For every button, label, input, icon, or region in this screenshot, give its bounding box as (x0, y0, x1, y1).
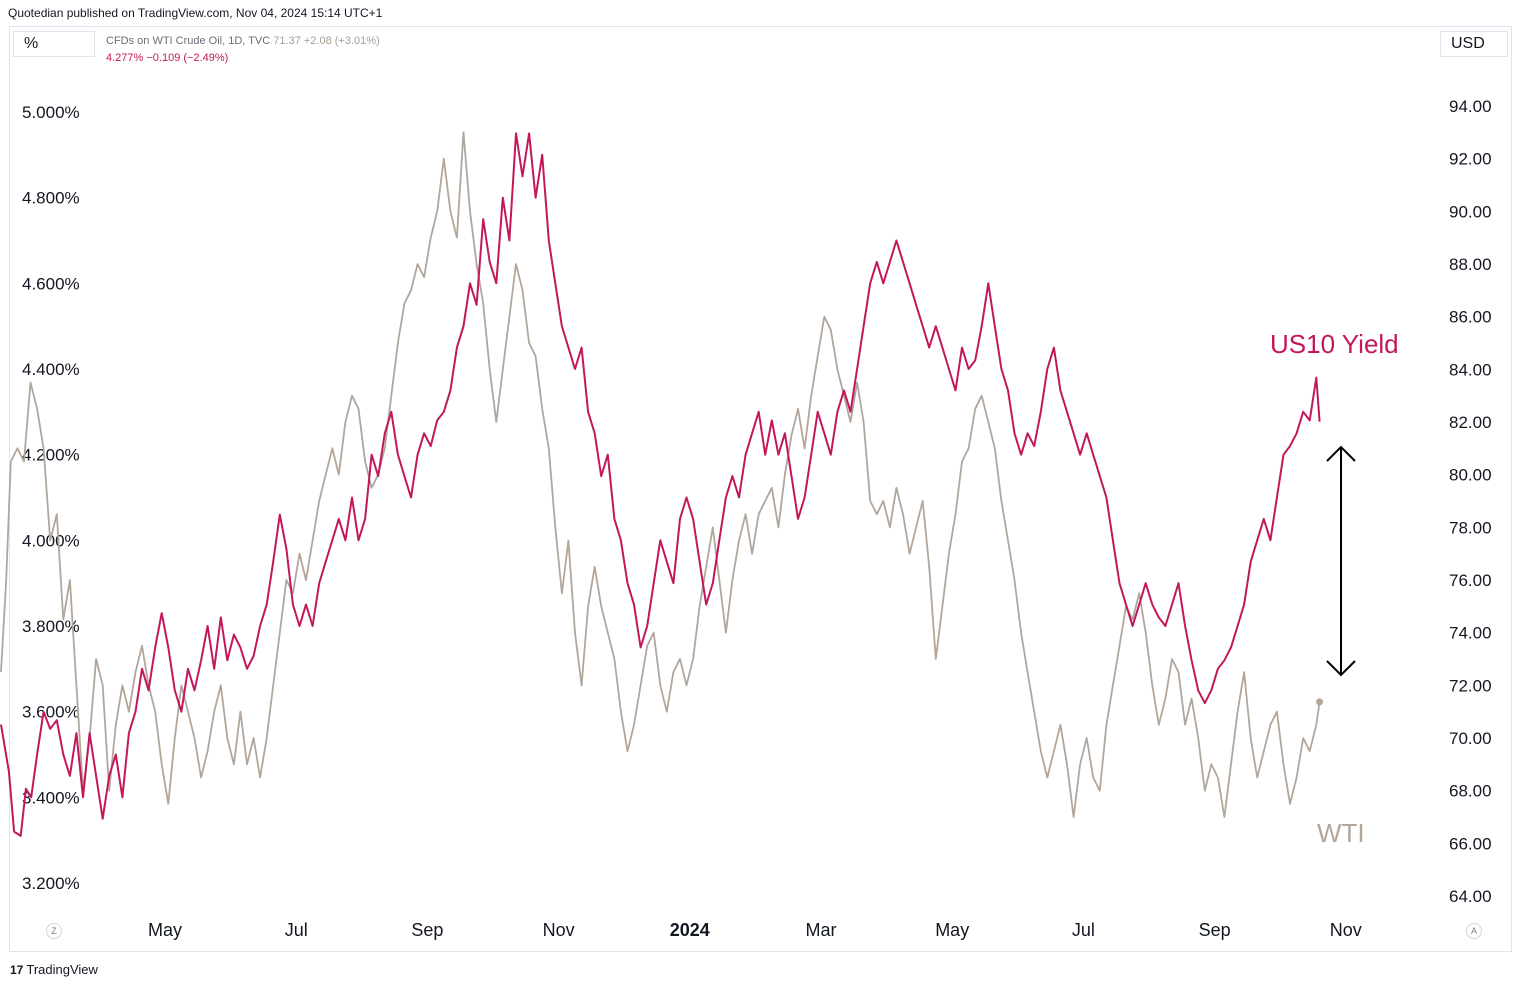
x-axis: May Jul Sep Nov 2024 Mar May Jul Sep Nov (148, 920, 1362, 940)
y-right-tick: 74.00 (1449, 624, 1492, 643)
y-left-axis: 5.000%4.800%4.600%4.400%4.200%4.000%3.80… (22, 103, 80, 893)
y-left-tick: 5.000% (22, 103, 80, 122)
zoom-button[interactable]: Z (46, 923, 62, 939)
x-tick: Mar (806, 920, 837, 940)
arrow-head-top (1326, 445, 1356, 462)
x-tick: Jul (285, 920, 308, 940)
arrow-head-bottom (1326, 660, 1356, 677)
y-right-tick: 86.00 (1449, 308, 1492, 327)
y-right-tick: 80.00 (1449, 466, 1492, 485)
y-right-tick: 90.00 (1449, 202, 1492, 221)
y-right-tick: 66.00 (1449, 834, 1492, 853)
x-tick: Nov (543, 920, 575, 940)
y-right-tick: 78.00 (1449, 518, 1492, 537)
y-left-tick: 3.400% (22, 788, 80, 807)
y-right-tick: 84.00 (1449, 360, 1492, 379)
series-layer (0, 131, 1321, 837)
percent-scale-button[interactable]: % (13, 31, 95, 57)
chart-frame (9, 26, 1512, 952)
y-right-tick: 94.00 (1449, 97, 1492, 116)
y-right-tick: 64.00 (1449, 887, 1492, 906)
x-tick: Jul (1072, 920, 1095, 940)
y-left-tick: 4.400% (22, 360, 80, 379)
x-tick: May (148, 920, 182, 940)
tradingview-logo-text: TradingView (26, 962, 98, 977)
wti-legend: CFDs on WTI Crude Oil, 1D, TVC 71.37 +2.… (106, 35, 380, 47)
wti-last-point (1316, 698, 1324, 706)
y-right-tick: 82.00 (1449, 413, 1492, 432)
y-right-tick: 70.00 (1449, 729, 1492, 748)
range-arrow (1326, 445, 1356, 677)
x-tick: 2024 (670, 920, 710, 940)
x-tick: Nov (1330, 920, 1362, 940)
us10-yield-label: US10 Yield (1270, 329, 1399, 359)
currency-scale-button[interactable]: USD (1440, 31, 1508, 57)
y-right-tick: 76.00 (1449, 571, 1492, 590)
wti-legend-values: 71.37 +2.08 (+3.01%) (273, 35, 380, 47)
tradingview-logo[interactable]: 17 TradingView (10, 962, 98, 977)
x-tick: Sep (1199, 920, 1231, 940)
y-right-axis: 94.00 92.00 90.00 88.00 86.00 84.00 82.00 80.00… (1449, 97, 1492, 906)
y-left-tick: 4.800% (22, 189, 80, 208)
wti-label: WTI (1317, 818, 1365, 848)
y-left-tick: 3.600% (22, 703, 80, 722)
y-left-tick: 3.200% (22, 874, 80, 893)
us10-yield-line (0, 132, 1321, 837)
y-left-tick: 4.200% (22, 446, 80, 465)
yield-legend-values: 4.277% −0.109 (−2.49%) (106, 52, 229, 64)
wti-line (0, 131, 1321, 818)
tradingview-mark-icon: 17 (10, 963, 24, 977)
y-left-tick: 4.600% (22, 274, 80, 293)
y-left-tick: 3.800% (22, 617, 80, 636)
publisher-header: Quotedian published on TradingView.com, … (8, 6, 383, 20)
wti-legend-title: CFDs on WTI Crude Oil, 1D, TVC (106, 35, 271, 47)
y-right-tick: 92.00 (1449, 150, 1492, 169)
y-right-tick: 68.00 (1449, 782, 1492, 801)
y-right-tick: 72.00 (1449, 676, 1492, 695)
auto-scale-button[interactable]: A (1466, 923, 1482, 939)
y-right-tick: 88.00 (1449, 255, 1492, 274)
x-tick: Sep (411, 920, 443, 940)
x-tick: May (935, 920, 969, 940)
